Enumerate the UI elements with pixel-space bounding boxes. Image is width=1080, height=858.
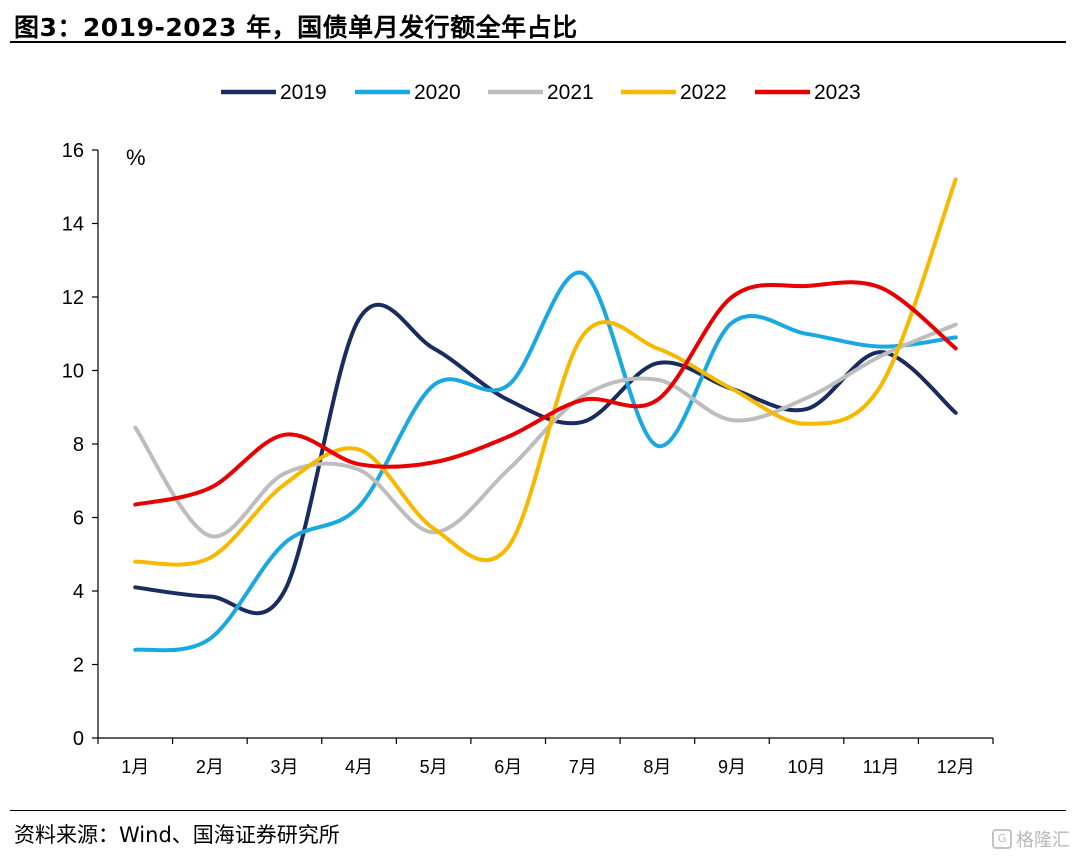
series-line-2023 [133, 280, 958, 507]
x-tick-label: 3月 [270, 757, 298, 777]
title-divider [10, 41, 1066, 43]
legend-label-2019: 2019 [280, 81, 327, 104]
series-line-2020 [133, 270, 958, 653]
watermark-logo-icon: G [992, 829, 1012, 849]
series-line-2022 [133, 177, 958, 567]
x-tick-label: 7月 [569, 757, 597, 777]
y-tick-label: 14 [62, 214, 84, 236]
x-tick-label: 5月 [420, 757, 448, 777]
x-tick-label: 8月 [643, 757, 671, 777]
y-unit-label: % [126, 145, 146, 170]
x-tick-label: 6月 [494, 757, 522, 777]
y-tick-label: 6 [73, 508, 84, 530]
x-tick-label: 11月 [863, 757, 900, 777]
y-tick-label: 4 [73, 581, 84, 603]
x-tick-label: 9月 [718, 757, 746, 777]
watermark-text: 格隆汇 [1016, 830, 1070, 851]
chart-legend: 2019 2020 2021 2022 2023 [221, 81, 861, 104]
chart-axes: 0 2 4 6 8 10 12 14 16 % 1月 2月 3月 4月 5月 6月 7月 8月 9月 10月 11月 12… [62, 140, 994, 777]
y-tick-label: 0 [73, 728, 84, 750]
x-tick-label: 10月 [788, 757, 826, 777]
page-title: 图3：2019-2023 年，国债单月发行额全年占比 [14, 13, 578, 42]
source-note: 资料来源：Wind、国海证券研究所 [14, 823, 340, 847]
legend-label-2021: 2021 [547, 81, 594, 104]
y-tick-label: 10 [62, 361, 84, 383]
legend-label-2020: 2020 [414, 81, 461, 104]
chart-series [133, 177, 958, 653]
y-tick-label: 8 [73, 434, 84, 456]
x-tick-label: 2月 [196, 757, 224, 777]
legend-label-2022: 2022 [680, 81, 727, 104]
y-tick-label: 2 [73, 655, 84, 677]
series-line-2021 [133, 322, 958, 539]
series-line-2019 [133, 302, 958, 616]
x-tick-label: 1月 [121, 757, 149, 777]
x-tick-label: 4月 [345, 757, 373, 777]
y-tick-label: 16 [62, 140, 84, 162]
x-tick-label: 12月 [937, 757, 975, 777]
legend-label-2023: 2023 [814, 81, 861, 104]
watermark: G 格隆汇 [992, 826, 1070, 852]
footer-divider [10, 810, 1066, 811]
y-tick-label: 12 [62, 287, 84, 309]
